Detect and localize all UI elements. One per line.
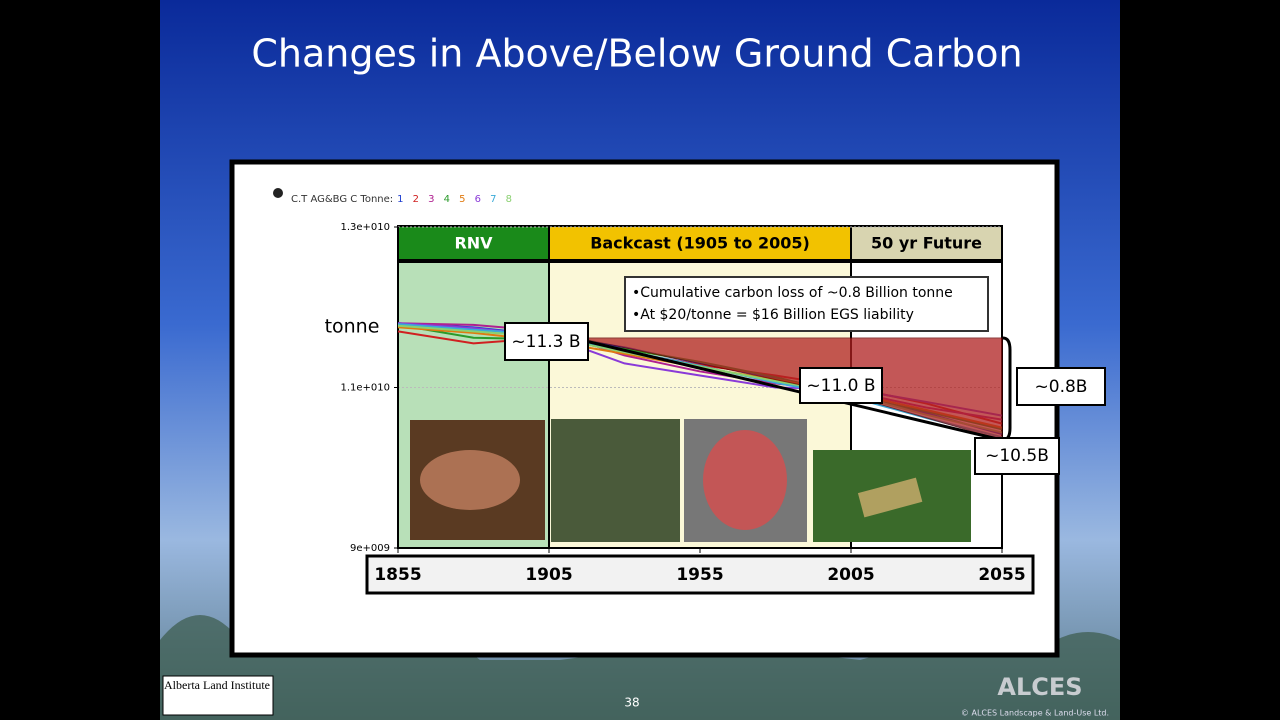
trend-line — [559, 333, 1003, 442]
annotation: ~10.5B — [985, 446, 1049, 466]
y-tick-label: 9e+009 — [350, 543, 390, 554]
legend-entry: 3 — [428, 194, 434, 205]
x-tick-label: 1905 — [525, 565, 572, 585]
legend-entry: 2 — [413, 194, 419, 205]
annotation: ~11.3 B — [511, 332, 580, 352]
x-axis-box — [365, 554, 1035, 595]
callout-line: •At $20/tonne = $16 Billion EGS liabilit… — [632, 307, 914, 323]
photo-clearing — [857, 477, 923, 518]
photo-hands — [420, 450, 520, 510]
callout-line: •Cumulative carbon loss of ~0.8 Billion … — [632, 285, 953, 301]
legend-icon — [273, 188, 283, 198]
legend-entry: 5 — [459, 194, 465, 205]
callout-box — [624, 276, 989, 332]
x-tick-label: 2005 — [827, 565, 874, 585]
legend-title: C.T AG&BG C Tonne: — [291, 194, 393, 205]
institute-name: Alberta Land Institute — [164, 678, 270, 692]
photo-cutblocks — [551, 419, 680, 542]
period-label: 50 yr Future — [871, 234, 982, 253]
x-tick-label: 1955 — [676, 565, 723, 585]
x-tick-label: 2055 — [978, 565, 1025, 585]
photo-map-region — [703, 430, 787, 530]
annotation-box — [504, 322, 589, 361]
legend-entry: 6 — [475, 194, 481, 205]
period-label: RNV — [454, 234, 493, 253]
period-label: Backcast (1905 to 2005) — [590, 234, 810, 253]
annotation-box — [1016, 367, 1106, 406]
legend-entry: 4 — [444, 194, 450, 205]
institute-box — [162, 675, 274, 716]
copyright: © ALCES Landscape & Land-Use Ltd. — [961, 709, 1109, 718]
page-number: 38 — [624, 696, 639, 710]
annotation: ~11.0 B — [806, 376, 875, 396]
legend-entry: 7 — [490, 194, 496, 205]
y-tick-label: 1.3e+010 — [340, 222, 390, 233]
y-tick-label: 1.1e+010 — [340, 383, 390, 394]
slide-title: Changes in Above/Below Ground Carbon — [251, 32, 1022, 76]
annotation: ~0.8B — [1035, 377, 1088, 397]
legend-entry: 8 — [506, 194, 512, 205]
period-header — [850, 225, 1003, 261]
y-axis-label: tonne — [325, 316, 380, 338]
legend-entry: 1 — [397, 194, 403, 205]
logo: ALCES — [997, 673, 1082, 701]
annotation-box — [799, 367, 883, 404]
period-header — [548, 225, 852, 261]
x-tick-label: 1855 — [374, 565, 421, 585]
annotation-box — [974, 437, 1060, 475]
